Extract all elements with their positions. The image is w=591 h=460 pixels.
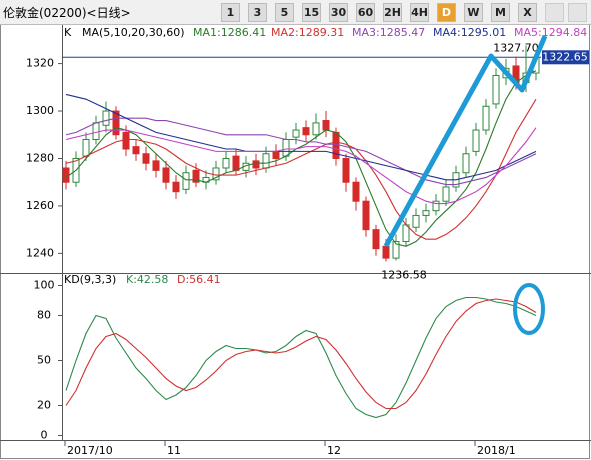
legend-entry: MA1:1286.41 bbox=[193, 26, 266, 39]
symbol-title: 伦敦金(02200)<日线> bbox=[3, 5, 131, 20]
toolbar: 伦敦金(02200)<日线> 1 3 5 15 30 60 2H 4H D W M X bbox=[0, 0, 591, 25]
period-button[interactable]: 30 bbox=[329, 2, 348, 22]
candle-body bbox=[82, 139, 90, 157]
y-tick-label: 1240 bbox=[26, 246, 54, 259]
candle-body bbox=[362, 200, 370, 231]
period-button[interactable]: W bbox=[464, 2, 483, 22]
y-tick-label: 1260 bbox=[26, 199, 54, 212]
period-buttons: 1 3 5 15 30 60 2H 4H D W M X bbox=[221, 2, 545, 22]
candle-body bbox=[282, 139, 290, 157]
candle-body bbox=[472, 129, 480, 152]
legend-entry: D:56.41 bbox=[177, 273, 221, 286]
low-label: 1236.58 bbox=[381, 269, 427, 282]
candle-body bbox=[172, 181, 180, 193]
ma-line bbox=[65, 70, 537, 247]
candle-body bbox=[92, 122, 100, 141]
legend-entry: K:42.58 bbox=[126, 273, 168, 286]
y-tick-label: 80 bbox=[37, 309, 51, 322]
x-tick-label: 11 bbox=[167, 444, 181, 457]
y-tick-label: 20 bbox=[37, 399, 51, 412]
candle-body bbox=[442, 186, 450, 202]
prev-button[interactable] bbox=[545, 2, 564, 22]
y-tick-label: 1300 bbox=[26, 104, 54, 117]
candle-body bbox=[152, 160, 160, 171]
x-tick-label: 12 bbox=[327, 444, 341, 457]
indicator-label: MA(5,10,20,30,60) bbox=[82, 26, 185, 39]
candle-body bbox=[292, 129, 300, 138]
x-tick-label: 2017/10 bbox=[67, 444, 113, 457]
candle-body bbox=[112, 110, 120, 136]
legend-entry: MA3:1285.47 bbox=[352, 26, 425, 39]
candle-body bbox=[232, 155, 240, 171]
candle-body bbox=[182, 172, 190, 190]
y-tick-label: 100 bbox=[34, 279, 55, 292]
period-button[interactable]: 60 bbox=[356, 2, 375, 22]
y-tick-label: 1320 bbox=[26, 57, 54, 70]
period-button[interactable]: 4H bbox=[410, 2, 429, 22]
candle-body bbox=[462, 153, 470, 174]
y-tick-label: 50 bbox=[37, 354, 51, 367]
ma-line bbox=[65, 117, 537, 186]
candle-body bbox=[382, 245, 390, 259]
period-button[interactable]: 3 bbox=[248, 2, 267, 22]
candle-body bbox=[262, 153, 270, 169]
next-button[interactable] bbox=[568, 2, 587, 22]
ma-line bbox=[65, 98, 537, 240]
period-button[interactable]: 2H bbox=[383, 2, 402, 22]
frame bbox=[0, 24, 590, 459]
candle-body bbox=[102, 110, 110, 126]
ma-line bbox=[65, 93, 537, 181]
last-price-label: 1322.65 bbox=[542, 50, 588, 63]
panel-title: KD(9,3,3) bbox=[64, 273, 116, 286]
candle-body bbox=[372, 229, 380, 250]
legend-entry: MA2:1289.31 bbox=[271, 26, 344, 39]
kd-line bbox=[65, 296, 537, 419]
candle-body bbox=[492, 74, 500, 105]
candle-body bbox=[252, 160, 260, 169]
period-button[interactable]: 15 bbox=[302, 2, 321, 22]
period-button[interactable]: 5 bbox=[275, 2, 294, 22]
candle-body bbox=[302, 127, 310, 136]
ma-line bbox=[65, 127, 537, 205]
y-tick-label: 0 bbox=[41, 429, 48, 442]
candle-body bbox=[222, 157, 230, 169]
annotation-circle bbox=[513, 283, 545, 335]
candle-body bbox=[482, 105, 490, 131]
candle-body bbox=[322, 120, 330, 131]
last-price-tag bbox=[542, 50, 589, 65]
period-button[interactable]: D bbox=[437, 2, 456, 22]
x-tick-label: 2018/1 bbox=[477, 444, 516, 457]
candle-body bbox=[62, 167, 70, 183]
candle-body bbox=[352, 181, 360, 202]
kd-line bbox=[65, 298, 537, 410]
y-tick-label: 1280 bbox=[26, 151, 54, 164]
candle-body bbox=[192, 169, 200, 183]
candle-body bbox=[122, 131, 130, 150]
period-button[interactable]: 1 bbox=[221, 2, 240, 22]
period-button[interactable]: M bbox=[491, 2, 510, 22]
legend-entry: MA4:1295.01 bbox=[433, 26, 506, 39]
panel-label: K bbox=[64, 26, 72, 39]
candle-body bbox=[412, 214, 420, 228]
period-button[interactable]: X bbox=[518, 2, 537, 22]
candle-body bbox=[132, 146, 140, 155]
candle-body bbox=[312, 122, 320, 136]
candle-body bbox=[422, 210, 430, 216]
candle-body bbox=[162, 167, 170, 183]
candle-body bbox=[392, 241, 400, 259]
candle-body bbox=[272, 150, 280, 159]
annotation-stroke bbox=[383, 35, 548, 248]
candle-body bbox=[342, 157, 350, 183]
candle-body bbox=[142, 153, 150, 164]
high-label: 1327.70 bbox=[493, 41, 539, 54]
legend-entry: MA5:1294.84 bbox=[514, 26, 587, 39]
candle-body bbox=[432, 200, 440, 212]
